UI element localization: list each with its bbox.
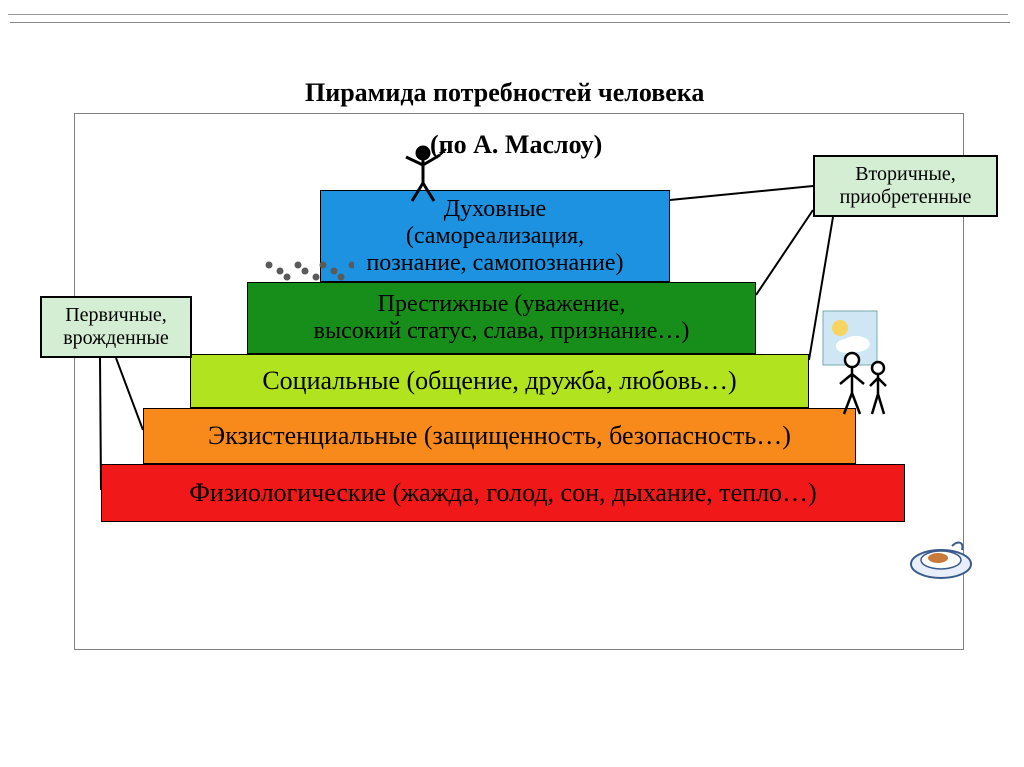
level-1-label: Физиологические (жажда, голод, сон, дыха… <box>189 478 816 508</box>
violinist-icon <box>398 145 448 203</box>
callout-secondary-acquired: Вторичные, приобретенные <box>813 155 998 217</box>
level-4-prestige: Престижные (уважение, высокий статус, сл… <box>247 282 756 354</box>
family-icon <box>832 348 898 418</box>
callout-secondary-label: Вторичные, приобретенные <box>840 163 972 209</box>
level-1-physiological: Физиологические (жажда, голод, сон, дыха… <box>101 464 905 522</box>
diagram-canvas: Пирамида потребностей человека (по А. Ма… <box>0 0 1024 767</box>
level-3-social: Социальные (общение, дружба, любовь…) <box>190 354 809 408</box>
level-2-label: Экзистенциальные (защищенность, безопасн… <box>208 421 791 451</box>
callout-primary-innate: Первичные, врожденные <box>40 296 192 358</box>
plate-icon <box>908 530 974 580</box>
callout-primary-label: Первичные, врожденные <box>63 304 169 350</box>
level-5-spiritual: Духовные (самореализация, познание, само… <box>320 190 670 282</box>
level-2-existential: Экзистенциальные (защищенность, безопасн… <box>143 408 856 464</box>
level-3-label: Социальные (общение, дружба, любовь…) <box>262 366 736 396</box>
level-4-label: Престижные (уважение, высокий статус, сл… <box>314 291 690 345</box>
crowd-icon <box>264 255 354 285</box>
level-5-label: Духовные (самореализация, познание, само… <box>366 196 623 277</box>
